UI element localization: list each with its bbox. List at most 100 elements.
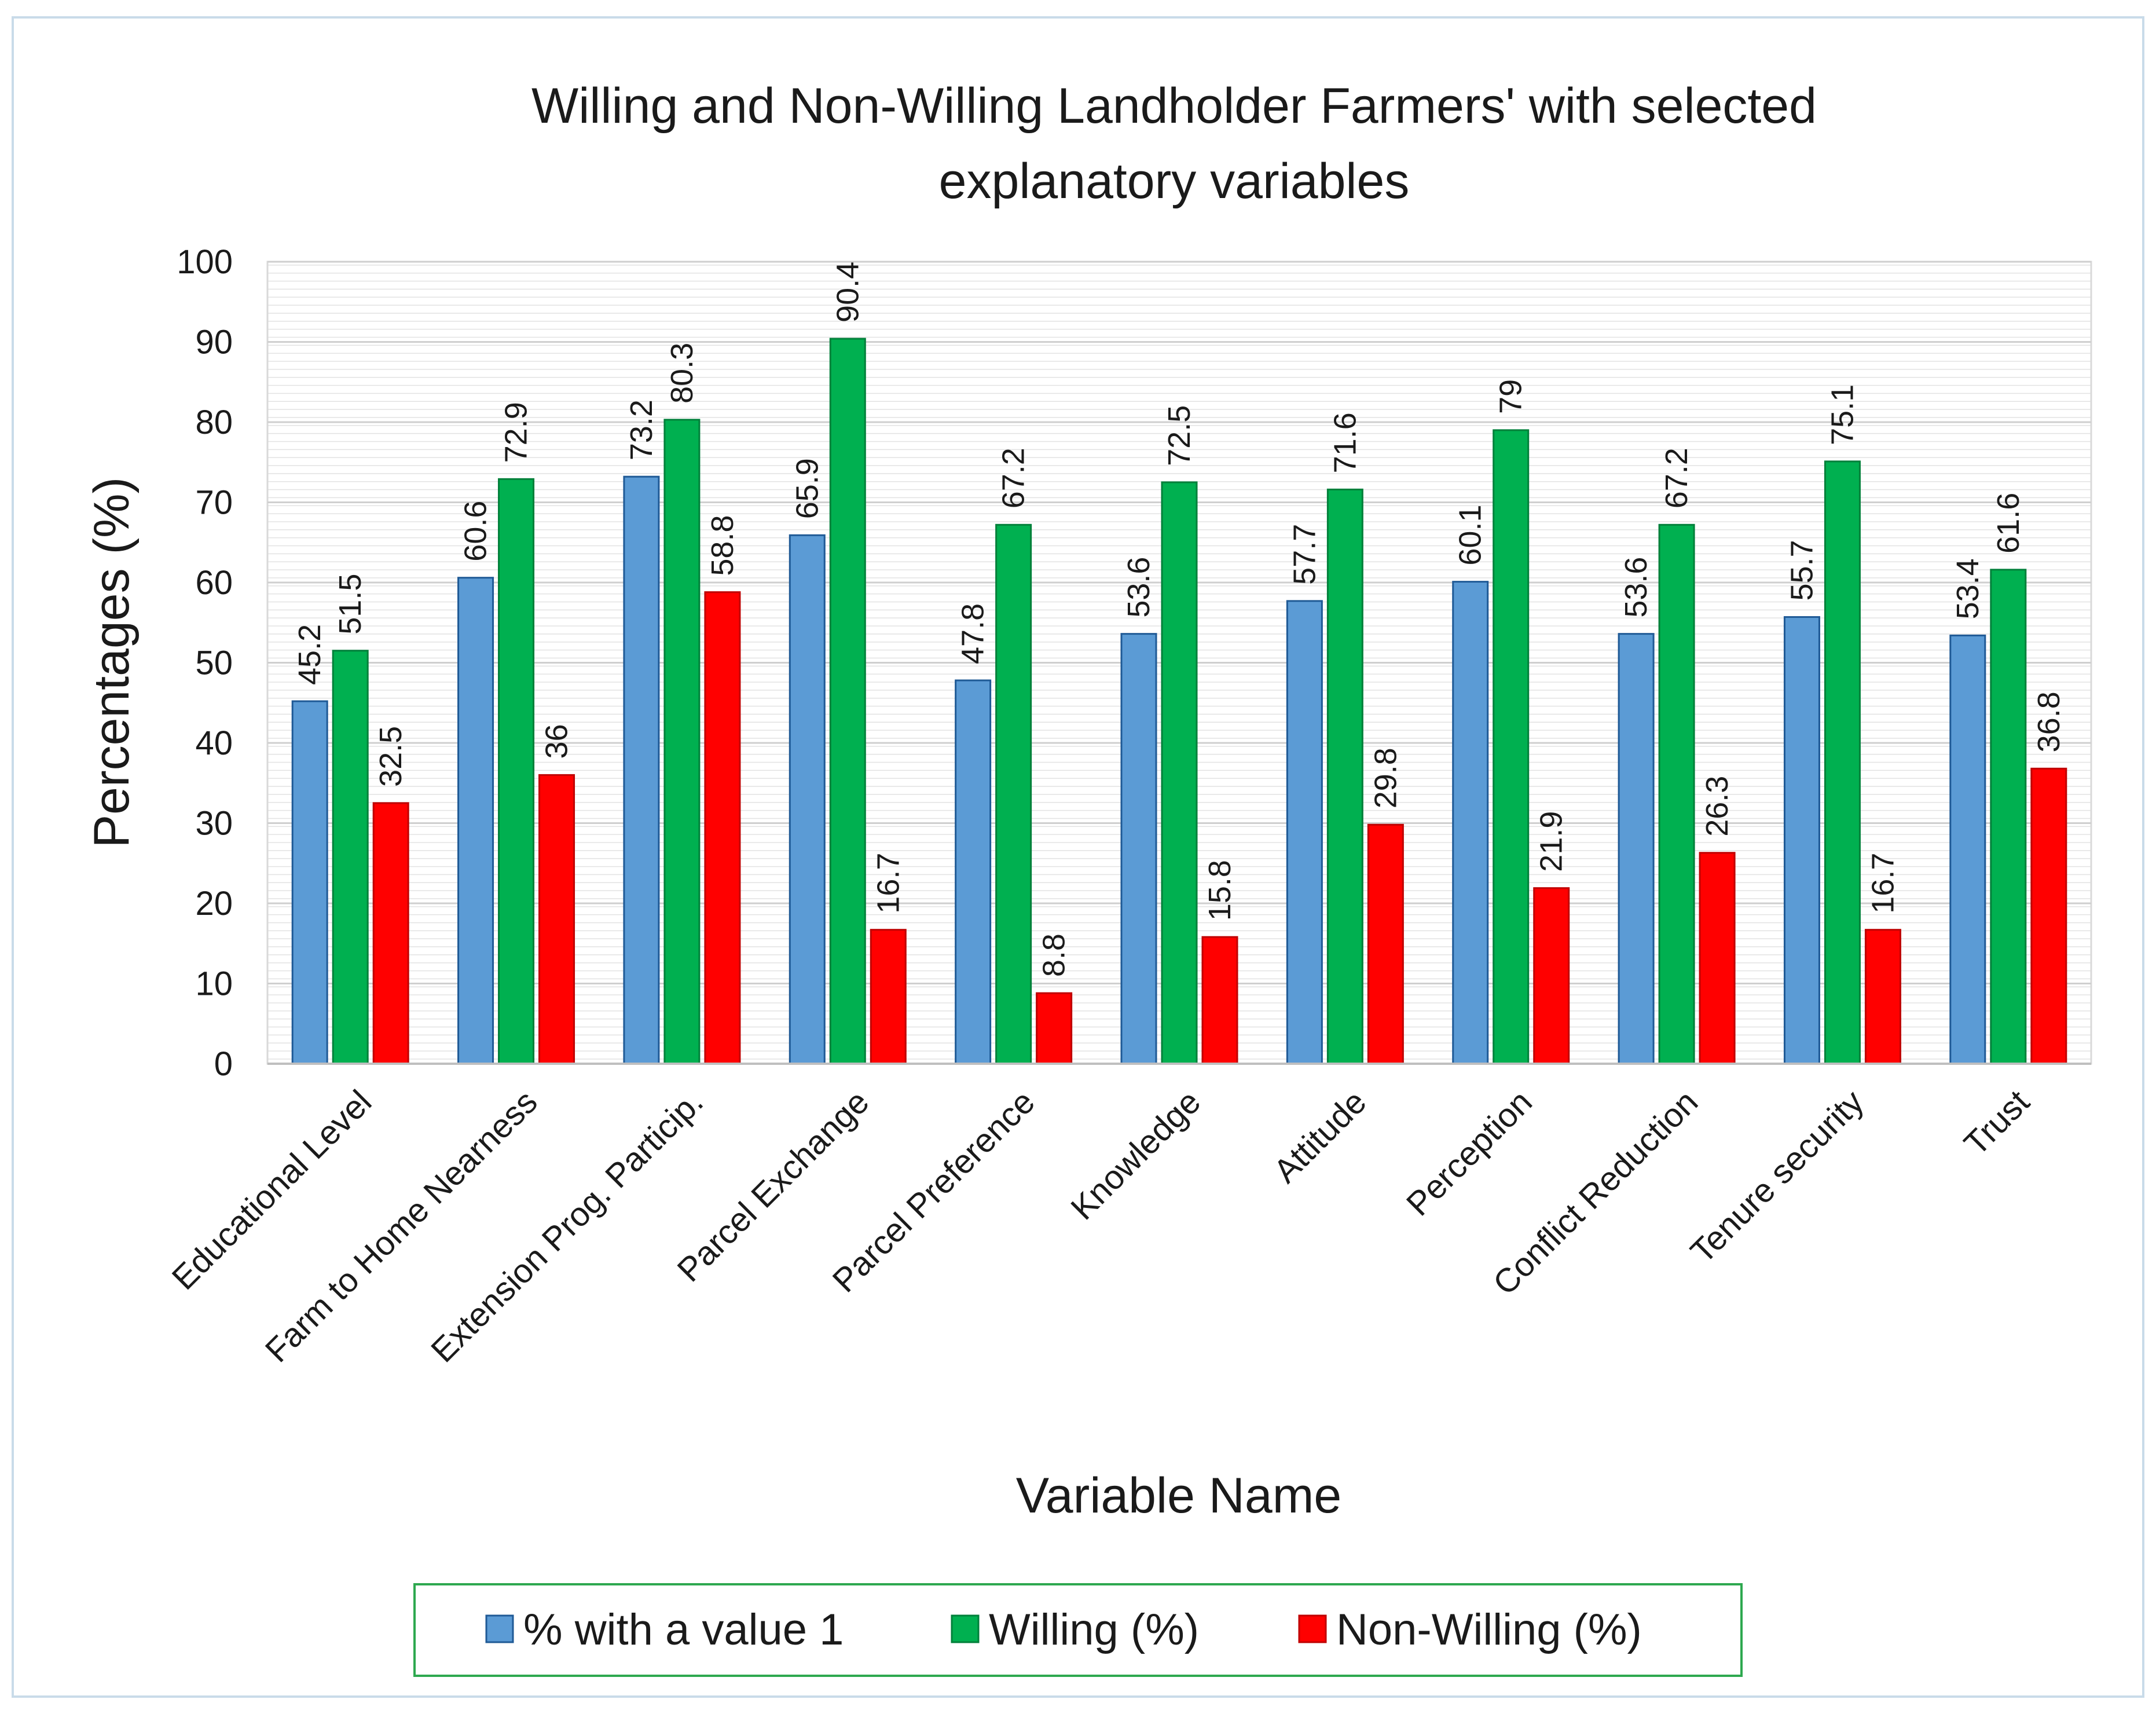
x-tick-label: Knowledge [1064, 1083, 1208, 1227]
data-label: 55.7 [1784, 540, 1819, 600]
bar [1452, 581, 1489, 1065]
y-axis-ticks: 0 10 20 30 40 50 60 70 80 90 100 [177, 243, 233, 1083]
y-axis-title: Percentages (%) [84, 477, 140, 848]
legend-swatch [485, 1614, 514, 1643]
bar [1367, 823, 1404, 1065]
y-tick-label: 80 [195, 404, 233, 441]
bar [1618, 633, 1655, 1065]
y-tick-label: 60 [195, 564, 233, 602]
y-tick-label: 100 [177, 243, 233, 281]
data-label: 71.6 [1328, 412, 1362, 473]
bar [663, 419, 701, 1065]
data-label: 53.6 [1619, 557, 1653, 618]
data-label: 15.8 [1202, 860, 1237, 921]
bar [1699, 852, 1736, 1065]
data-label: 73.2 [624, 400, 659, 460]
data-label: 21.9 [1534, 811, 1569, 872]
data-label: 67.2 [996, 448, 1031, 508]
data-label: 36.8 [2032, 691, 2066, 752]
y-tick-label: 40 [195, 724, 233, 762]
x-axis-title: Variable Name [1016, 1468, 1341, 1523]
bar [704, 591, 741, 1065]
legend-label: % with a value 1 [523, 1605, 844, 1654]
data-label: 45.2 [292, 624, 327, 685]
data-label: 53.4 [1950, 558, 1985, 619]
data-label: 90.4 [830, 262, 865, 323]
data-label: 57.7 [1287, 524, 1322, 585]
data-label: 72.5 [1162, 405, 1197, 466]
data-label: 16.7 [1865, 853, 1900, 914]
data-labels: 45.251.5 32.5 60.6 72.9 36 73.280.3 58.8 65.9 90… [292, 262, 2066, 977]
bar [1493, 429, 1530, 1065]
data-label: 16.7 [871, 853, 905, 914]
data-label: 26.3 [1700, 776, 1735, 837]
bar [1201, 936, 1238, 1065]
bar [372, 802, 409, 1065]
bar [332, 650, 369, 1065]
bar [789, 534, 826, 1065]
data-label: 29.8 [1368, 748, 1403, 808]
data-label: 32.5 [373, 726, 408, 787]
legend-label: Non-Willing (%) [1336, 1605, 1642, 1654]
data-label: 47.8 [956, 603, 991, 664]
data-label: 61.6 [1991, 493, 2026, 554]
y-tick-label: 20 [195, 885, 233, 922]
y-tick-label: 10 [195, 965, 233, 1003]
bar-series [291, 338, 2067, 1065]
x-tick-label: Trust [1957, 1083, 2037, 1163]
y-tick-label: 70 [195, 484, 233, 522]
bar [538, 774, 575, 1065]
bar [1990, 569, 2027, 1065]
data-label: 53.6 [1121, 557, 1156, 618]
data-label: 51.5 [333, 574, 368, 635]
bar [1783, 616, 1820, 1065]
y-tick-label: 90 [195, 324, 233, 361]
bar [457, 577, 494, 1065]
bar [1036, 992, 1073, 1065]
bar [291, 700, 328, 1065]
bar [2030, 767, 2067, 1065]
bar [623, 475, 660, 1065]
legend-swatch [1298, 1614, 1327, 1643]
bar [1824, 460, 1861, 1065]
legend-label: Willing (%) [989, 1605, 1199, 1654]
x-tick-label: Perception [1399, 1083, 1539, 1223]
data-label: 65.9 [790, 458, 824, 519]
data-label: 72.9 [499, 402, 534, 463]
bar [1864, 929, 1901, 1065]
y-tick-label: 50 [195, 644, 233, 682]
x-tick-label: Extension Prog. Particip. [424, 1083, 710, 1369]
data-label: 80.3 [665, 343, 699, 404]
data-label: 67.2 [1659, 448, 1694, 508]
y-tick-label: 30 [195, 805, 233, 843]
chart-title-line-2: explanatory variables [939, 153, 1410, 209]
bar [1286, 600, 1323, 1065]
legend: % with a value 1 Willing (%) Non-Willing (… [485, 1605, 1642, 1654]
data-label: 60.1 [1453, 505, 1488, 566]
bar [1326, 488, 1363, 1065]
y-tick-label: 0 [214, 1045, 233, 1083]
legend-swatch [951, 1614, 980, 1643]
x-tick-label: Farm to Home Nearness [258, 1083, 545, 1369]
bar [1120, 633, 1157, 1065]
bar [870, 929, 907, 1065]
bar [1949, 634, 1986, 1065]
x-tick-label: Attitude [1267, 1083, 1374, 1190]
bar [995, 523, 1032, 1065]
chart-title-line-1: Willing and Non-Willing Landholder Farme… [531, 78, 1817, 134]
bar [829, 338, 866, 1065]
bar [498, 478, 535, 1065]
bar [955, 679, 992, 1065]
data-label: 36 [540, 724, 574, 759]
data-label: 8.8 [1037, 933, 1072, 977]
data-label: 58.8 [705, 515, 740, 576]
bar [1658, 523, 1695, 1065]
legend-box [413, 1583, 1743, 1677]
bar [1161, 481, 1198, 1065]
data-label: 75.1 [1825, 384, 1860, 445]
data-label: 60.6 [459, 501, 493, 562]
bar [1533, 887, 1570, 1065]
data-label: 79 [1494, 379, 1528, 414]
